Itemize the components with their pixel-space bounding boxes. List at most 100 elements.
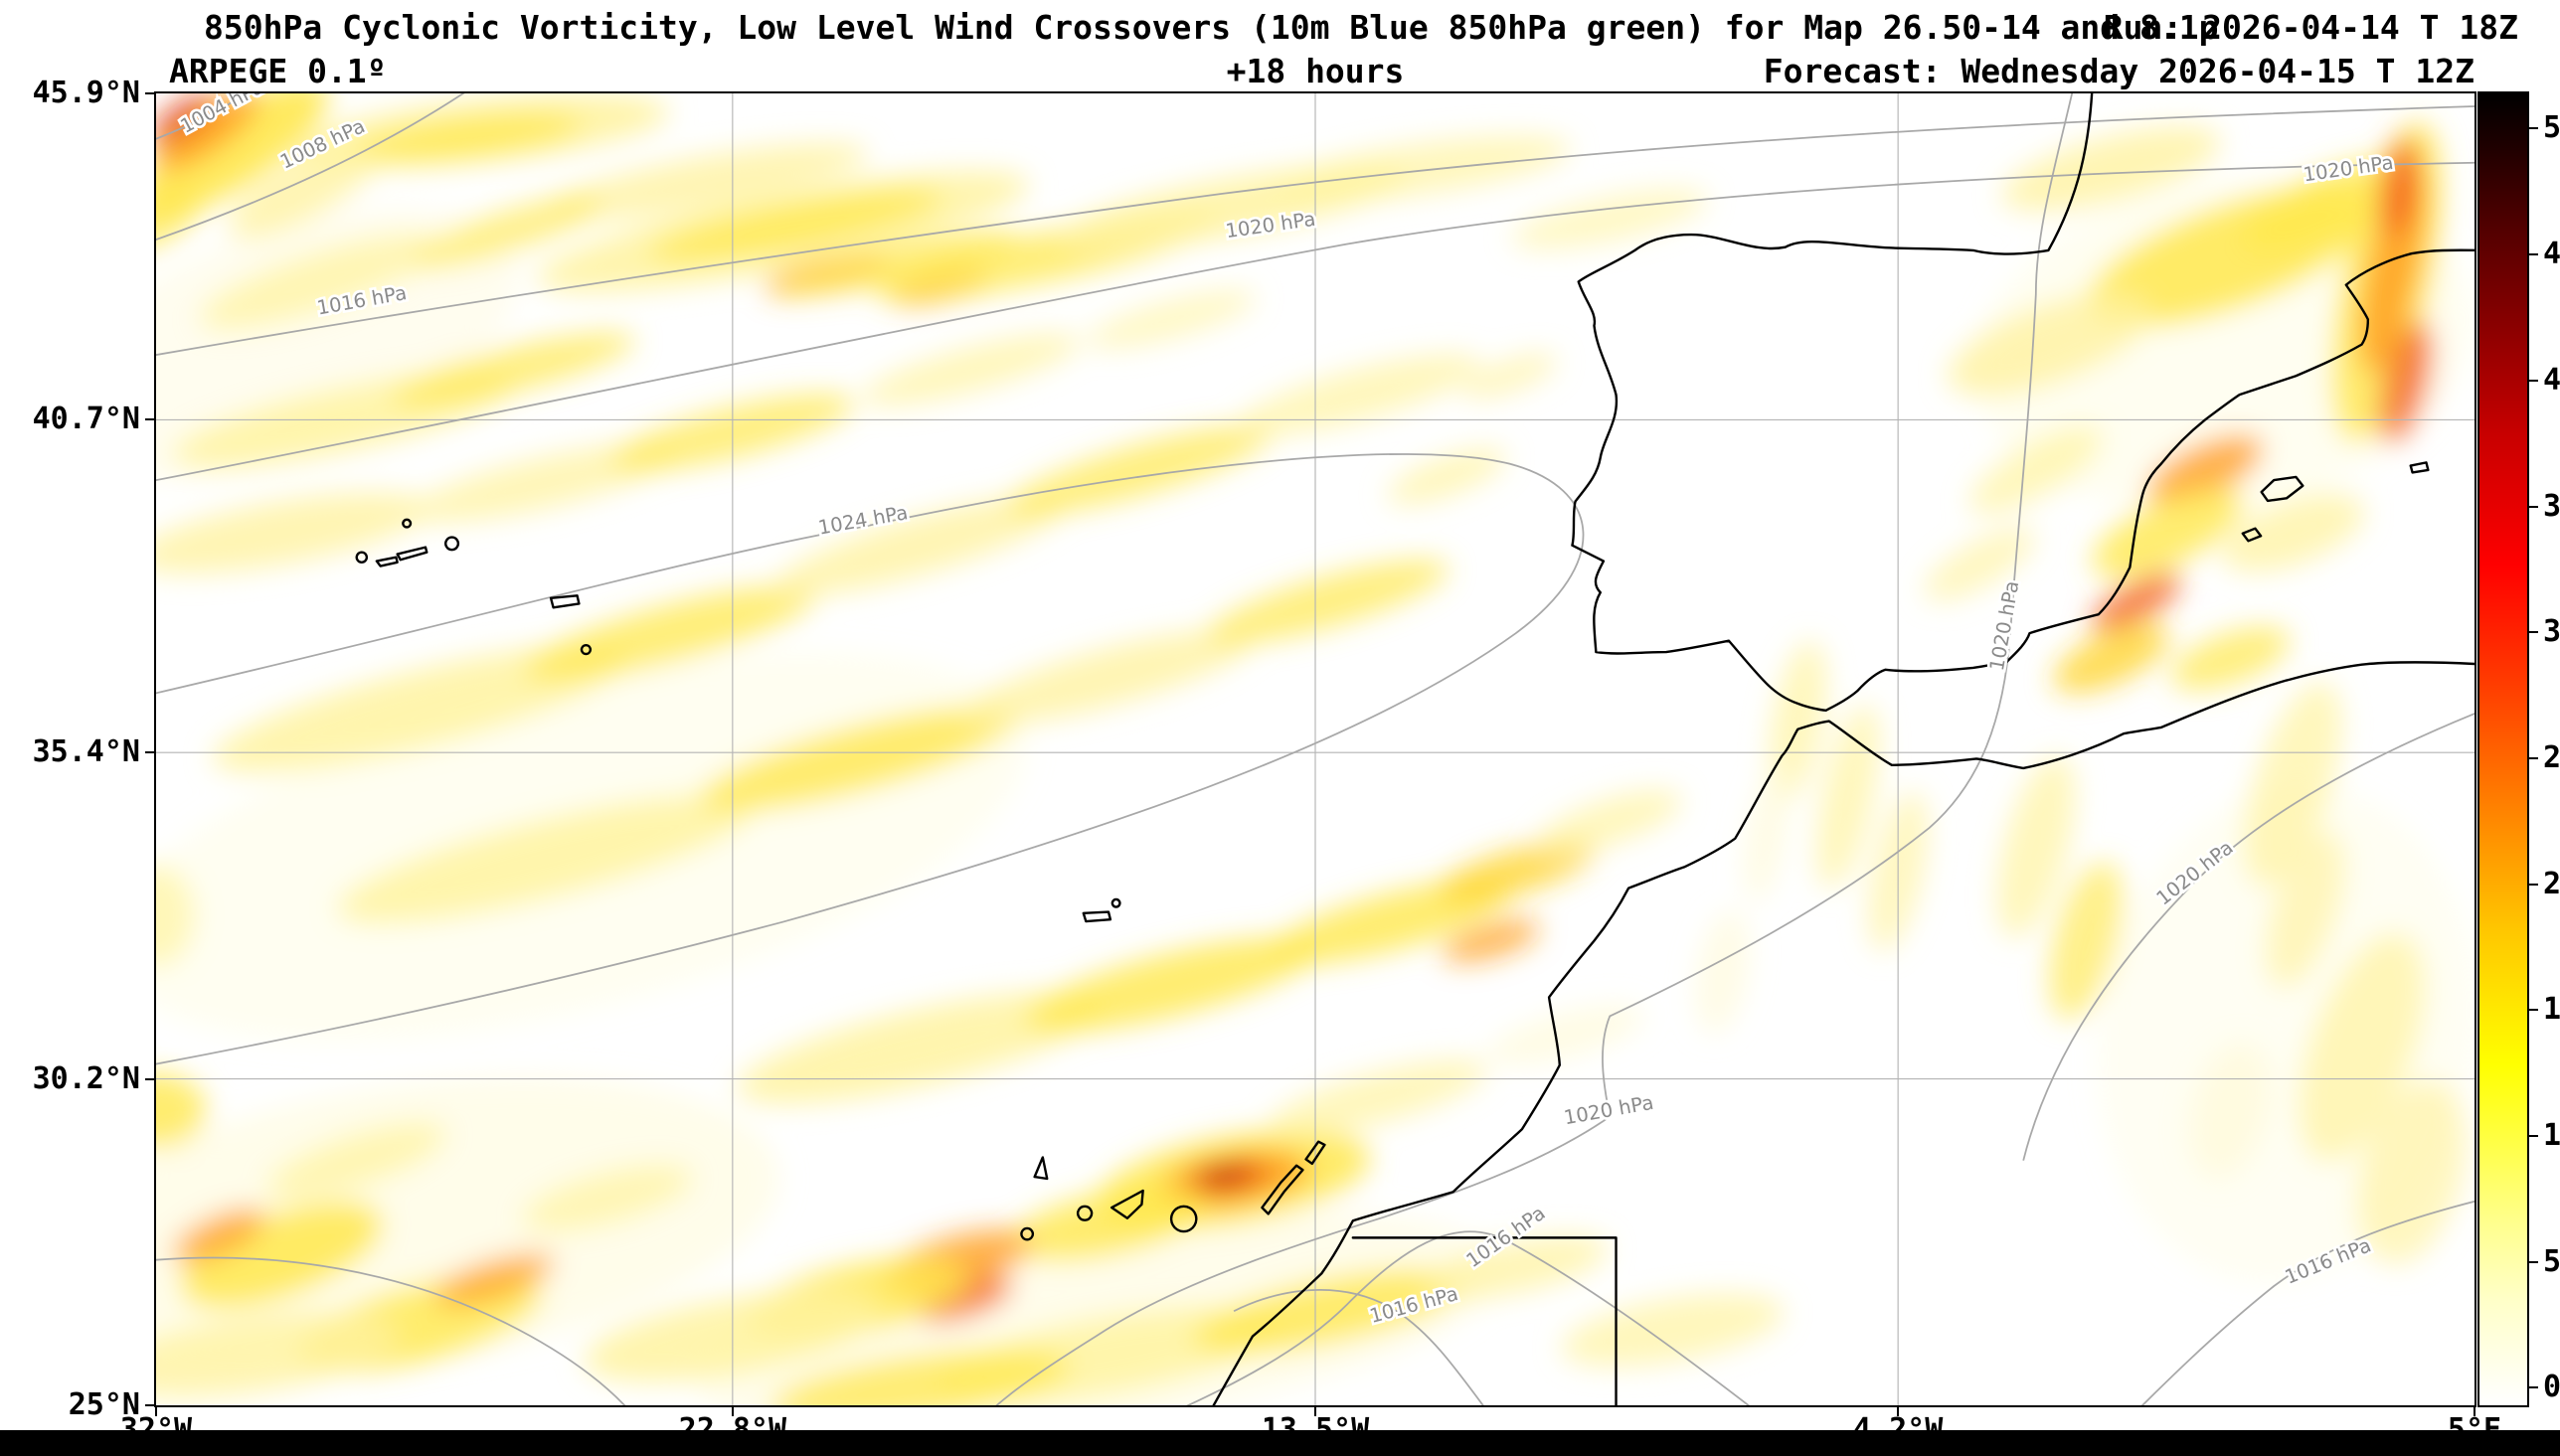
vorticity-blob — [916, 1274, 1013, 1323]
grid-layer — [156, 93, 2475, 1405]
vorticity-blob — [2049, 861, 2124, 1021]
vorticity-blob — [1461, 353, 1558, 399]
vorticity-blob — [771, 1349, 1070, 1405]
y-tick-label: 30.2°N — [32, 1060, 140, 1096]
vorticity-blob — [156, 93, 213, 143]
isobar-line — [1233, 1289, 1484, 1405]
x-tick-mark — [1897, 1407, 1900, 1416]
vorticity-blob — [547, 143, 869, 220]
colorbar-tick-label: 35 — [2543, 488, 2560, 524]
y-tick-label: 25°N — [68, 1387, 140, 1422]
vorticity-blob — [737, 991, 1105, 1104]
x-tick-mark — [731, 1407, 734, 1416]
vorticity-blob — [156, 1312, 400, 1398]
vorticity-blob — [2001, 126, 2221, 212]
vorticity-blob — [1486, 1005, 1645, 1065]
vorticity-blob — [1437, 841, 1595, 903]
vorticity-blob — [772, 231, 1019, 295]
vorticity-blob — [1387, 448, 1506, 505]
vorticity-blob — [2092, 488, 2243, 578]
vorticity-blob — [2053, 623, 2169, 694]
subtitle-forecast: Forecast: Wednesday 2026-04-15 T 12Z — [1763, 52, 2475, 90]
vorticity-blob — [2170, 626, 2291, 691]
isobar-line — [156, 105, 2475, 356]
isobar-line — [156, 161, 2475, 482]
vorticity-blob — [266, 1122, 446, 1199]
vorticity-blob — [861, 333, 1081, 406]
isobar-line — [156, 93, 465, 242]
vorticity-blob — [199, 234, 439, 329]
coastline-canary-islands — [1020, 1140, 1326, 1241]
vorticity-blob — [212, 645, 626, 772]
title-main: 850hPa Cyclonic Vorticity, Low Level Win… — [204, 8, 2219, 47]
colorbar-tick-mark — [2529, 253, 2538, 256]
isobar-label: 1020 hPa — [1985, 579, 2023, 673]
colorbar-tick-mark — [2529, 379, 2538, 382]
title-run: Run: 2026-04-14 T 18Z — [2103, 8, 2518, 47]
x-tick-mark — [155, 1407, 157, 1416]
coastline-azores — [355, 518, 593, 656]
colorbar-tick-mark — [2529, 127, 2538, 130]
vorticity-blob — [700, 707, 1016, 811]
vorticity-blob — [391, 332, 635, 407]
vorticity-blob — [1010, 1186, 1207, 1261]
vorticity-blob — [2299, 933, 2425, 1162]
isobar-line — [156, 453, 1585, 1065]
isobar-line — [2022, 713, 2475, 1161]
colorbar-tick-label: 20 — [2543, 866, 2560, 901]
colorbar-tick-mark — [2529, 631, 2538, 634]
coastline-balearics — [2241, 461, 2430, 543]
y-tick-mark — [145, 418, 154, 421]
vorticity-blob — [172, 1209, 265, 1263]
vorticity-blob — [357, 113, 582, 161]
vorticity-blob — [1207, 560, 1449, 645]
vorticity-blob — [1424, 1235, 1609, 1299]
vorticity-blob — [1537, 790, 1682, 854]
vorticity-blob — [2378, 137, 2420, 238]
vorticity-blob — [1025, 937, 1318, 1033]
colorbar-tick-label: 10 — [2543, 1117, 2560, 1153]
colorbar-tick-label: 40 — [2543, 362, 2560, 398]
isobar-line — [156, 93, 248, 140]
coastline-layer — [355, 93, 2475, 1405]
vorticity-blob — [775, 495, 1066, 595]
vorticity-blob — [1007, 424, 1273, 516]
coastline-africa — [1212, 661, 2475, 1405]
vorticity-blob — [1996, 755, 2075, 938]
y-tick-label: 35.4°N — [32, 734, 140, 770]
vorticity-blob — [156, 185, 202, 252]
colorbar-tick-label: 0 — [2543, 1370, 2560, 1405]
x-tick-mark — [2474, 1407, 2475, 1416]
vorticity-blob — [180, 1202, 383, 1308]
colorbar-tick-mark — [2529, 1134, 2538, 1137]
y-tick-label: 45.9°N — [32, 76, 140, 110]
vorticity-blob — [1695, 909, 1750, 1035]
vorticity-blob — [411, 195, 603, 268]
vorticity-blob — [2189, 1043, 2271, 1178]
vorticity-blob — [1086, 290, 1257, 349]
vorticity-blob — [1442, 919, 1540, 962]
vorticity-blob — [1969, 426, 2103, 514]
vorticity-blob — [2378, 321, 2433, 443]
subtitle-model: ARPEGE 0.1º — [169, 52, 387, 90]
vorticity-blob — [156, 1072, 207, 1149]
x-tick-mark — [1314, 1407, 1316, 1416]
vorticity-blob — [434, 1253, 555, 1307]
bottom-bar — [0, 1430, 2560, 1456]
vorticity-blob — [2146, 434, 2264, 506]
colorbar-tick-mark — [2529, 1260, 2538, 1263]
vorticity-heatmap-layer — [156, 93, 2475, 1405]
y-tick-mark — [145, 1077, 154, 1080]
vorticity-blob — [1744, 765, 1789, 902]
vorticity-blob — [156, 93, 328, 220]
vorticity-blob — [156, 865, 194, 966]
vorticity-blob — [1273, 136, 1571, 202]
vorticity-blob — [1561, 1293, 1785, 1368]
vorticity-blob — [2244, 681, 2342, 887]
isobar-line — [2140, 1200, 2475, 1405]
colorbar-tick-label: 5 — [2543, 1243, 2560, 1279]
colorbar-tick-mark — [2529, 883, 2538, 886]
vorticity-blob — [2091, 571, 2181, 632]
